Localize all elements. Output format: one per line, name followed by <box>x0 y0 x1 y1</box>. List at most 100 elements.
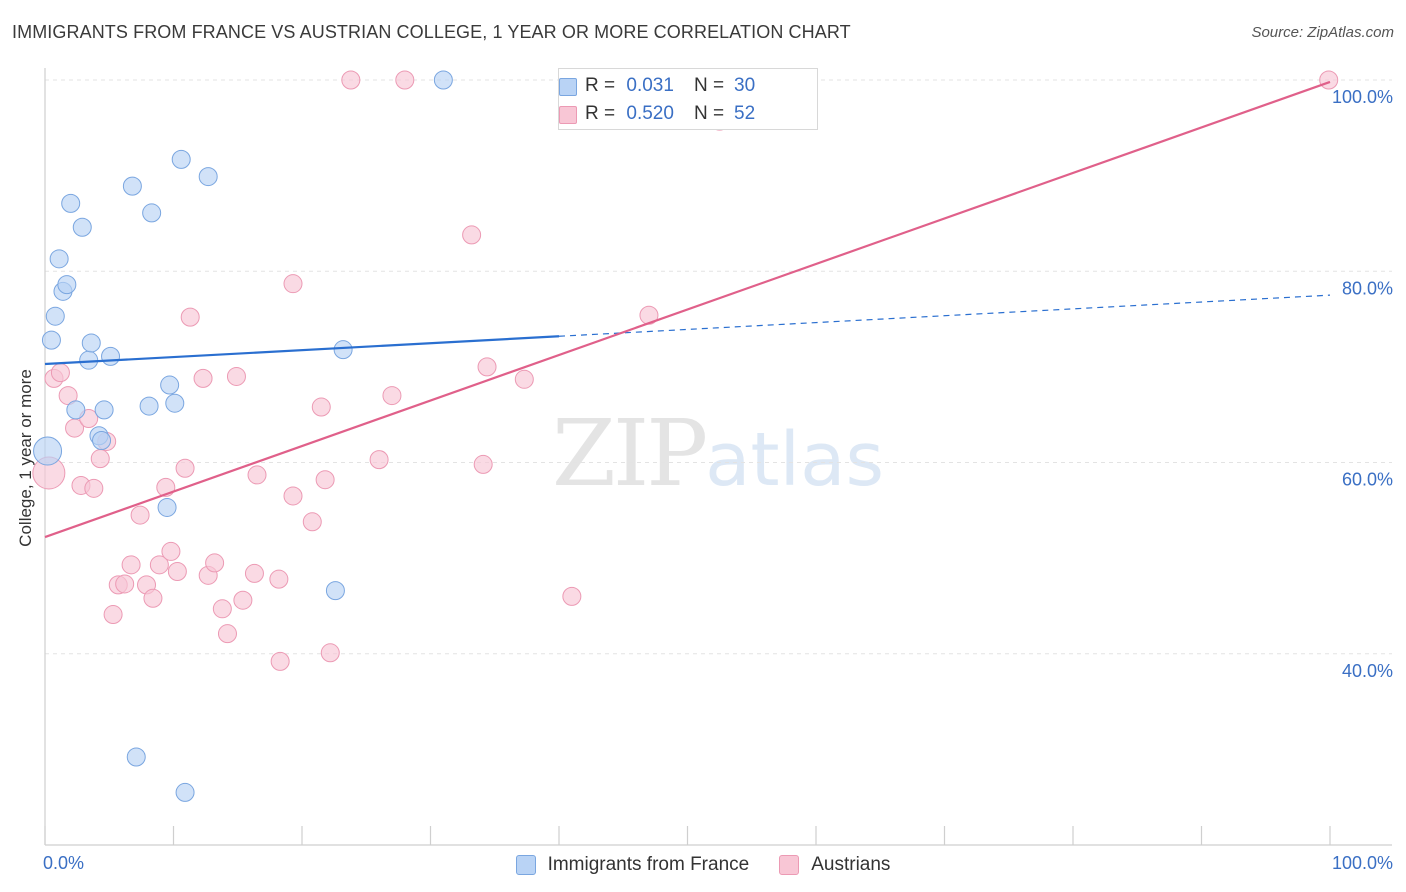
austrians-point <box>1319 70 1339 90</box>
legend-item-austrians[interactable]: Austrians <box>779 854 890 876</box>
x-tick-label: 100.0% <box>1332 853 1393 873</box>
austrians-point <box>217 624 237 644</box>
austrians-point <box>283 486 303 506</box>
austrians-point <box>161 541 181 561</box>
france-swatch <box>559 78 577 96</box>
france-point <box>61 193 81 213</box>
y-tick-label: 60.0% <box>1342 470 1393 490</box>
france-point <box>33 436 63 466</box>
france-point <box>139 396 159 416</box>
france-point <box>81 333 101 353</box>
austrians-point <box>514 369 534 389</box>
austrians-point <box>180 307 200 327</box>
france-legend-swatch <box>515 855 536 875</box>
france-point <box>157 497 177 517</box>
stats-row-france: R = 0.031 N = 30 <box>559 73 756 99</box>
france-point <box>94 400 114 420</box>
austrians-point <box>311 397 331 417</box>
austrians-point <box>205 553 225 573</box>
austrians-legend-swatch <box>779 855 800 875</box>
france-point <box>165 393 185 413</box>
austrians-point <box>473 454 493 474</box>
austrians-trend-line <box>44 80 1331 539</box>
austrians-point <box>562 586 582 606</box>
r-value: 0.031 <box>626 75 674 96</box>
france-point <box>79 350 99 370</box>
n-label: N = <box>693 75 725 96</box>
y-tick-label: 80.0% <box>1342 278 1393 298</box>
austrians-point <box>283 274 303 294</box>
austrians-point <box>382 386 402 406</box>
austrians-point <box>84 478 104 498</box>
austrians-point <box>103 605 123 625</box>
austrians-swatch <box>559 106 577 124</box>
austrians-point <box>244 563 264 583</box>
chart-legend: Immigrants from France Austrians <box>0 852 1406 878</box>
n-value: 30 <box>734 75 756 96</box>
austrians-point <box>226 366 246 386</box>
n-value: 52 <box>734 103 756 124</box>
austrians-point <box>167 562 187 582</box>
austrians-point <box>90 449 110 469</box>
austrians-point <box>115 574 135 594</box>
france-point <box>41 330 61 350</box>
stats-row-austrians: R = 0.520 N = 52 <box>559 101 756 127</box>
r-label: R = <box>585 103 616 124</box>
austrians-point <box>477 357 497 377</box>
austrians-point <box>175 458 195 478</box>
x-tick-label: 0.0% <box>43 853 84 873</box>
france-point <box>72 217 92 237</box>
r-value: 0.520 <box>626 103 674 124</box>
france-point <box>57 275 77 295</box>
france-point <box>126 747 146 767</box>
watermark: ZIPatlas <box>552 400 884 507</box>
chart-title: IMMIGRANTS FROM FRANCE VS AUSTRIAN COLLE… <box>12 22 851 42</box>
france-trend-line <box>44 335 560 366</box>
france-point <box>66 400 86 420</box>
austrians-point <box>315 470 335 490</box>
austrians-point <box>50 363 70 383</box>
france-point <box>49 249 69 269</box>
austrians-point <box>320 643 340 663</box>
france-point <box>171 149 191 169</box>
austrians-point <box>247 465 267 485</box>
france-point <box>101 346 121 366</box>
austrians-point <box>462 225 482 245</box>
france-point <box>122 176 142 196</box>
watermark-zip: ZIP <box>552 400 708 507</box>
austrians-point <box>341 70 361 90</box>
austrians-point <box>193 368 213 388</box>
france-point <box>160 375 180 395</box>
y-tick-label: 100.0% <box>1332 87 1393 107</box>
y-tick-label: 40.0% <box>1342 661 1393 681</box>
france-point <box>175 782 195 802</box>
austrians-point <box>121 555 141 575</box>
correlation-stats-box: R = 0.031 N = 30 R = 0.520 N = 52 <box>558 68 818 130</box>
legend-item-france[interactable]: Immigrants from France <box>515 854 750 876</box>
austrians-point <box>212 599 232 619</box>
austrians-point <box>269 569 289 589</box>
austrians-point <box>143 588 163 608</box>
france-point <box>142 203 162 223</box>
r-label: R = <box>585 75 616 96</box>
france-point <box>92 431 112 451</box>
france-point <box>333 340 353 360</box>
france-trend-extension <box>558 294 1331 337</box>
austrians-point <box>369 450 389 470</box>
france-point <box>45 306 65 326</box>
source-label: Source: ZipAtlas.com <box>1251 24 1394 41</box>
austrians-point <box>270 651 290 671</box>
n-label: N = <box>693 103 725 124</box>
france-point <box>325 581 345 601</box>
watermark-atlas: atlas <box>705 417 884 503</box>
austrians-point <box>233 590 253 610</box>
legend-label: Immigrants from France <box>547 854 750 875</box>
austrians-point <box>149 555 169 575</box>
austrians-point <box>302 512 322 532</box>
austrians-point <box>395 70 415 90</box>
france-point <box>433 70 453 90</box>
france-point <box>198 167 218 187</box>
legend-label: Austrians <box>811 854 891 875</box>
austrians-point <box>130 505 150 525</box>
